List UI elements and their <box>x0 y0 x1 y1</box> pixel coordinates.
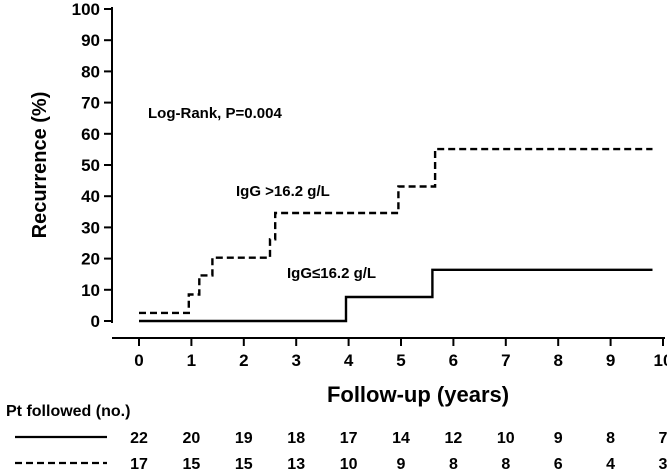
y-tick-label: 80 <box>81 62 100 81</box>
risk-count: 10 <box>340 456 358 473</box>
risk-count: 18 <box>287 430 305 447</box>
risk-count: 3 <box>659 456 667 473</box>
x-tick-label: 8 <box>553 351 562 370</box>
x-tick-label: 5 <box>396 351 405 370</box>
log-rank-annotation: Log-Rank, P=0.004 <box>148 105 282 122</box>
risk-count: 20 <box>183 430 201 447</box>
x-tick-label: 10 <box>654 351 667 370</box>
curves <box>139 147 653 323</box>
risk-table: 22 20 19 18 17 14 12 10 9 8 7 17 15 15 13 10 9 8 8 6 4 3 <box>15 430 667 473</box>
risk-count: 9 <box>397 456 406 473</box>
risk-count: 8 <box>606 430 615 447</box>
y-tick-label: 20 <box>81 250 100 269</box>
y-tick-label: 0 <box>91 312 100 331</box>
y-tick-label: 30 <box>81 218 100 237</box>
x-tick-label: 4 <box>344 351 354 370</box>
x-tick-label: 1 <box>187 351 196 370</box>
y-tick-label: 100 <box>72 0 100 19</box>
risk-count: 9 <box>554 430 563 447</box>
series-curve-1 <box>139 268 653 323</box>
x-tick-label: 9 <box>606 351 615 370</box>
y-tick-label: 70 <box>81 94 100 113</box>
risk-count: 12 <box>445 430 463 447</box>
y-tick-label: 90 <box>81 31 100 50</box>
series-label-low-igg: IgG≤16.2 g/L <box>287 265 376 282</box>
risk-count: 15 <box>183 456 201 473</box>
risk-count: 6 <box>554 456 563 473</box>
x-tick-label: 7 <box>501 351 510 370</box>
risk-table-title: Pt followed (no.) <box>6 403 130 420</box>
y-tick-label: 50 <box>81 156 100 175</box>
risk-count: 7 <box>659 430 667 447</box>
y-axis-label: Recurrence (%) <box>29 92 51 239</box>
risk-count: 19 <box>235 430 253 447</box>
axes: 0 10 20 30 40 50 60 70 80 90 100 0 1 2 3 4 5 6 7 8 9 10 <box>72 0 667 370</box>
risk-count: 13 <box>287 456 305 473</box>
risk-count: 14 <box>392 430 410 447</box>
risk-count: 15 <box>235 456 253 473</box>
risk-count: 8 <box>501 456 510 473</box>
y-tick-label: 40 <box>81 187 100 206</box>
y-tick-label: 10 <box>81 281 100 300</box>
risk-count: 8 <box>449 456 458 473</box>
x-tick-label: 3 <box>291 351 300 370</box>
risk-count: 17 <box>130 456 148 473</box>
x-tick-label: 0 <box>134 351 143 370</box>
y-tick-label: 60 <box>81 125 100 144</box>
x-tick-label: 6 <box>449 351 458 370</box>
risk-count: 17 <box>340 430 358 447</box>
risk-count: 10 <box>497 430 515 447</box>
series-curve-0 <box>139 147 653 315</box>
x-axis-label: Follow-up (years) <box>327 382 509 407</box>
x-tick-label: 2 <box>239 351 248 370</box>
risk-count: 4 <box>606 456 615 473</box>
series-label-high-igg: IgG >16.2 g/L <box>236 183 330 200</box>
risk-count: 22 <box>130 430 148 447</box>
